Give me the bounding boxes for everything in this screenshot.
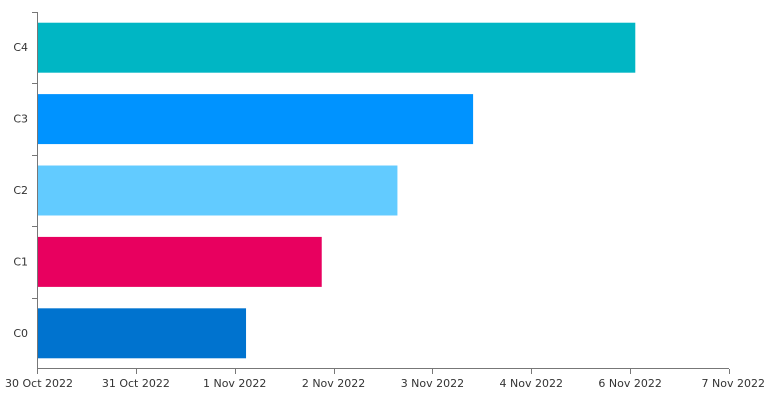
- y-tick-label: C3: [13, 113, 28, 126]
- x-tick-label: 4 Nov 2022: [500, 377, 563, 390]
- x-tick-label: 7 Nov 2022: [702, 377, 765, 390]
- y-axis: C0 C1 C2 C3 C4: [13, 12, 38, 369]
- bar-c2: [37, 165, 398, 216]
- bars: [37, 22, 636, 359]
- plot-area: [37, 22, 636, 359]
- bar-c4: [37, 22, 636, 73]
- x-tick-label: 3 Nov 2022: [401, 377, 464, 390]
- x-tick-label: 31 Oct 2022: [102, 377, 170, 390]
- y-tick-label: C4: [13, 41, 28, 54]
- y-ticks: C0 C1 C2 C3 C4: [13, 12, 37, 340]
- y-tick-label: C0: [13, 327, 28, 340]
- bar-c1: [37, 236, 322, 287]
- y-tick-label: C1: [13, 255, 28, 268]
- y-tick-label: C2: [13, 184, 28, 197]
- x-ticks: 30 Oct 2022 31 Oct 2022 1 Nov 2022 2 Nov 20…: [5, 369, 765, 390]
- x-tick-label: 30 Oct 2022: [5, 377, 73, 390]
- bar-c3: [37, 94, 474, 145]
- x-tick-label: 1 Nov 2022: [203, 377, 266, 390]
- x-axis: 30 Oct 2022 31 Oct 2022 1 Nov 2022 2 Nov 20…: [5, 368, 765, 390]
- x-tick-label: 6 Nov 2022: [598, 377, 661, 390]
- bar-c0: [37, 308, 247, 359]
- x-tick-label: 2 Nov 2022: [302, 377, 365, 390]
